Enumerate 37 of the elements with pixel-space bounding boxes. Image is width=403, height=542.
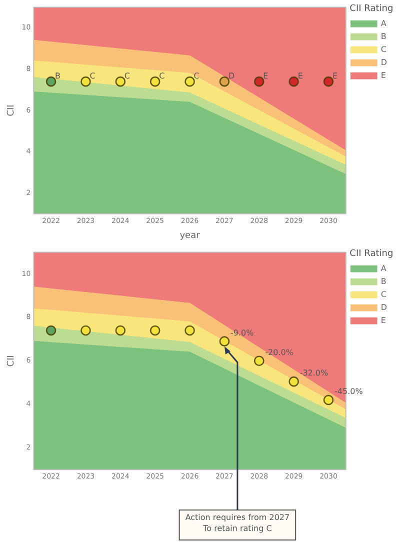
legend-label: B	[380, 32, 386, 41]
legend-label: A	[380, 264, 387, 273]
data-label: C	[90, 72, 96, 81]
point	[46, 325, 56, 336]
annotation: Action requires from 2027 To retain rating C	[185, 513, 290, 534]
data-label: C	[159, 72, 166, 81]
annotation: -9.0%	[230, 328, 254, 338]
point	[288, 376, 299, 387]
point	[150, 325, 160, 336]
point	[115, 325, 126, 336]
legend-label: B	[380, 276, 386, 286]
legend-label: C	[380, 290, 387, 299]
legend-label: A	[380, 18, 387, 28]
data-label: D	[228, 72, 235, 81]
y-axis-title: CII	[6, 355, 17, 367]
annotation: -32.0%	[300, 368, 329, 378]
point	[323, 394, 334, 406]
data-label: E	[332, 72, 338, 81]
point	[184, 325, 195, 336]
data-label: E	[263, 72, 268, 81]
legend-title: CII Rating	[350, 4, 394, 14]
legend-label: D	[380, 58, 388, 67]
data-label: B	[55, 72, 61, 81]
annotation: -20.0%	[265, 348, 294, 357]
legend-title: CII Rating	[350, 248, 394, 259]
data-label: C	[194, 72, 200, 81]
data-label: C	[124, 72, 130, 81]
point	[219, 336, 230, 346]
data-label: E	[298, 72, 303, 81]
legend-label: E	[380, 70, 386, 80]
x-axis-title: year	[180, 230, 200, 241]
point	[254, 356, 264, 366]
y-axis-title: CII	[6, 104, 17, 116]
legend-label: E	[380, 316, 386, 325]
legend-label: D	[380, 302, 388, 312]
point	[80, 325, 91, 336]
legend-label: C	[380, 44, 387, 54]
